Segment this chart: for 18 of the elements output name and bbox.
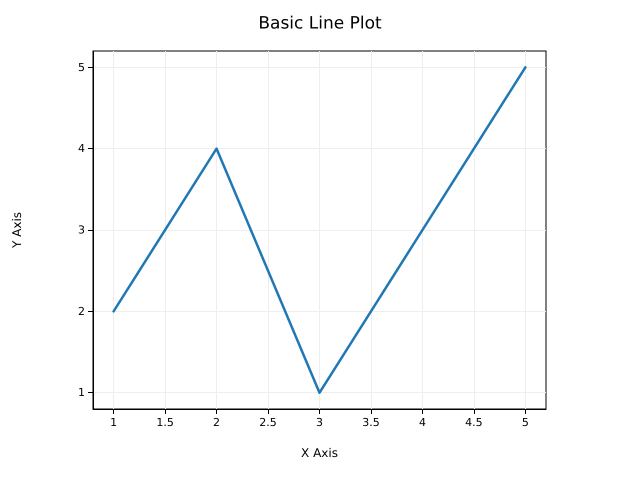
- x-tick-label: 4.5: [465, 416, 483, 429]
- y-tick-label: 3: [78, 224, 85, 236]
- y-axis-title: Y Axis: [10, 212, 24, 250]
- x-tick-label: 5: [522, 416, 529, 429]
- x-tick-label: 4: [418, 416, 426, 429]
- line-series: [112, 66, 527, 394]
- y-tick-label: 2: [78, 304, 85, 318]
- x-tick-label: 3: [316, 416, 323, 429]
- y-tick-label: 5: [78, 60, 85, 74]
- x-tick-label: 1.5: [156, 416, 174, 429]
- x-tick-label: 1: [110, 416, 118, 429]
- x-axis-title: X Axis: [301, 446, 338, 460]
- x-tick-label: 2.5: [259, 416, 277, 429]
- x-tick-label: 3.5: [362, 416, 380, 429]
- chart-title: Basic Line Plot: [258, 14, 382, 34]
- y-tick-label: 4: [78, 142, 85, 156]
- x-tick-label: 2: [213, 416, 220, 429]
- y-tick-label: 1: [78, 386, 85, 400]
